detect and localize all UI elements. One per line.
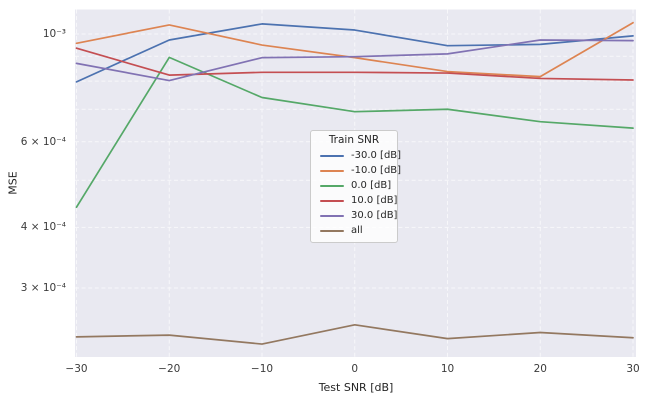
x-tick-label: 30: [626, 363, 640, 375]
series-line--10.0-db-: [75, 21, 634, 78]
x-tick-label: 20: [533, 363, 547, 375]
series-line-all: [75, 323, 634, 345]
legend-item-label: all: [351, 225, 363, 236]
legend-line-swatch: [320, 154, 344, 157]
legend-line-swatch: [320, 184, 344, 187]
x-tick-label: 10: [440, 363, 455, 375]
legend-item: 30.0 [dB]: [311, 208, 397, 223]
x-tick-label: −20: [158, 363, 181, 375]
legend-item-label: 10.0 [dB]: [351, 195, 398, 206]
legend-item: -30.0 [dB]: [311, 148, 401, 163]
series-line-10.0-db-: [75, 47, 634, 81]
y-axis-label: MSE: [6, 171, 20, 195]
series-lines: [75, 21, 634, 345]
legend-line-swatch: [320, 214, 344, 217]
y-tick-label: 6 × 10⁻⁴: [20, 135, 66, 148]
legend-item-label: 0.0 [dB]: [351, 180, 392, 191]
series-line--30.0-db-: [75, 23, 634, 83]
x-tick-label: −10: [250, 363, 274, 375]
series-line-0.0-db-: [75, 56, 634, 209]
legend-item-label: 30.0 [dB]: [351, 210, 398, 221]
legend-item: 0.0 [dB]: [311, 178, 397, 193]
legend-line-swatch: [320, 199, 344, 202]
x-axis-label: Test SNR [dB]: [318, 381, 394, 394]
legend-title: Train SNR: [328, 134, 380, 146]
legend: Train SNR -30.0 [dB] -10.0 [dB] 0.0 [dB]…: [310, 130, 401, 243]
legend-item: all: [311, 223, 397, 238]
legend-item-label: -10.0 [dB]: [351, 165, 402, 176]
legend-item: -10.0 [dB]: [311, 163, 401, 178]
legend-item: 10.0 [dB]: [311, 193, 397, 208]
legend-item-label: -30.0 [dB]: [351, 150, 402, 161]
legend-line-swatch: [320, 229, 344, 232]
legend-line-swatch: [320, 169, 344, 172]
x-tick-label: −30: [65, 363, 88, 375]
y-tick-label: 10⁻³: [42, 28, 66, 40]
x-tick-label: 0: [351, 363, 359, 375]
y-tick-label: 3 × 10⁻⁴: [20, 282, 66, 294]
series-line-30.0-db-: [75, 39, 634, 82]
y-tick-label: 4 × 10⁻⁴: [20, 221, 66, 234]
